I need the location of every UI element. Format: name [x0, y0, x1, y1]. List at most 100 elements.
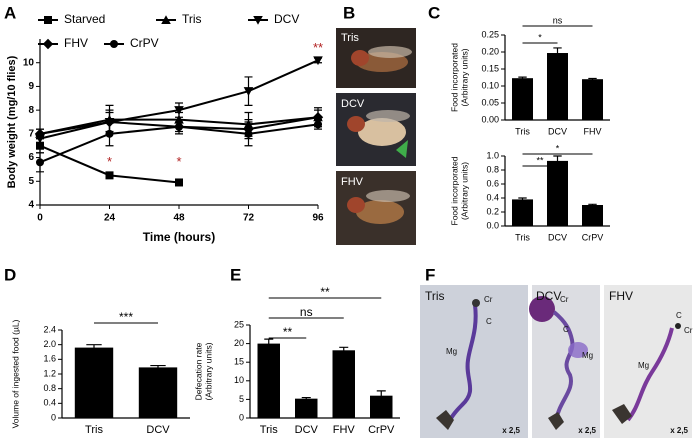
- y-tick-label: 10: [23, 57, 35, 68]
- y-tick-label: 0.4: [43, 398, 56, 408]
- y-tick-label: 0.20: [481, 46, 499, 56]
- y-tick-label: 1.6: [43, 354, 56, 364]
- x-tick-label: 48: [173, 213, 185, 224]
- y-tick-label: 7: [28, 128, 34, 139]
- marker: [174, 106, 184, 115]
- photo: FHV C Cr Mg x 2,5: [604, 285, 693, 438]
- legend-marker: [110, 40, 118, 48]
- legend-label: DCV: [274, 12, 299, 26]
- y-tick-label: 9: [28, 81, 34, 92]
- significance-label: *: [538, 32, 542, 42]
- y-tick-label: 15: [234, 357, 244, 367]
- x-tick-label: FHV: [584, 126, 602, 136]
- y-tick-label: 0: [51, 412, 56, 422]
- bar: [370, 395, 393, 418]
- x-tick-label: DCV: [295, 424, 319, 436]
- annotation: **: [313, 40, 323, 55]
- y-tick-label: 25: [234, 319, 244, 329]
- photo-caption: FHV: [341, 176, 364, 188]
- y-tick-label: 10: [234, 375, 244, 385]
- y-tick-label: 1.0: [486, 150, 499, 160]
- marker: [105, 171, 114, 180]
- y-axis-label: Food incorporated: [449, 43, 459, 112]
- x-tick-label: FHV: [333, 424, 356, 436]
- y-tick-label: 0.8: [43, 383, 56, 393]
- part-label: Mg: [582, 351, 593, 360]
- y-axis-label: (Arbitrary units): [459, 162, 469, 220]
- y-axis-label: (Arbitrary units): [459, 48, 469, 106]
- y-tick-label: 0.4: [486, 192, 499, 202]
- legend-label: Tris: [182, 12, 202, 26]
- x-tick-label: 96: [312, 213, 324, 224]
- y-tick-label: 0.05: [481, 97, 499, 107]
- bar: [257, 343, 280, 418]
- marker: [175, 178, 183, 187]
- y-tick-label: 0: [239, 412, 244, 422]
- annotation: *: [107, 154, 112, 169]
- bar: [74, 347, 114, 418]
- y-tick-label: 5: [28, 176, 34, 187]
- y-axis-label: (Arbitrary units): [203, 342, 213, 400]
- part-label: Cr: [560, 295, 569, 304]
- y-tick-label: 0.8: [486, 164, 499, 174]
- bar: [547, 53, 568, 120]
- marker: [243, 87, 254, 96]
- y-axis-label: Defecation rate: [193, 342, 203, 400]
- annotation: *: [176, 154, 181, 169]
- y-tick-label: 0.25: [481, 29, 499, 39]
- bar: [295, 398, 318, 418]
- y-tick-label: 0.6: [486, 178, 499, 188]
- bar: [138, 367, 178, 418]
- legend-label: CrPV: [130, 36, 159, 50]
- significance-label: **: [320, 285, 330, 299]
- x-tick-label: 0: [37, 213, 43, 224]
- bar: [547, 160, 568, 226]
- photo: Tris: [336, 28, 416, 88]
- significance-label: **: [283, 325, 293, 339]
- photo-caption: DCV: [536, 289, 561, 303]
- y-axis-label: Volume of ingested food (µL): [10, 319, 20, 428]
- significance-label: *: [556, 143, 560, 153]
- part-label: C: [676, 311, 682, 320]
- significance-label: **: [536, 155, 544, 165]
- photo-caption: DCV: [341, 98, 365, 110]
- part-label: Cr: [684, 326, 693, 335]
- y-tick-label: 5: [239, 394, 244, 404]
- part-label: Mg: [638, 361, 649, 370]
- scale-label: x 2,5: [502, 426, 520, 435]
- marker: [105, 129, 114, 138]
- x-tick-label: DCV: [548, 126, 567, 136]
- y-tick-label: 8: [28, 105, 34, 116]
- y-tick-label: 0.10: [481, 80, 499, 90]
- y-tick-label: 0.15: [481, 63, 499, 73]
- panel-letter: B: [343, 3, 355, 22]
- scale-label: x 2,5: [670, 426, 688, 435]
- marker: [312, 112, 324, 123]
- marker: [36, 141, 44, 150]
- x-tick-label: Tris: [85, 424, 103, 436]
- x-tick-label: Tris: [515, 126, 530, 136]
- y-tick-label: 1.2: [43, 368, 56, 378]
- x-tick-label: CrPV: [368, 424, 395, 436]
- legend-label: Starved: [64, 12, 105, 26]
- x-tick-label: CrPV: [582, 232, 604, 242]
- panel-letter: A: [4, 3, 16, 22]
- x-tick-label: DCV: [548, 232, 567, 242]
- scale-label: x 2,5: [578, 426, 596, 435]
- y-tick-label: 0.2: [486, 206, 499, 216]
- y-tick-label: 2.0: [43, 339, 56, 349]
- photo: DCV Cr C Mg x 2,5: [529, 285, 600, 438]
- part-label: C: [486, 317, 492, 326]
- y-tick-label: 4: [28, 200, 34, 211]
- bar: [512, 78, 533, 120]
- x-tick-label: 24: [104, 213, 116, 224]
- x-tick-label: DCV: [146, 424, 170, 436]
- marker: [314, 120, 322, 129]
- panel-letter: C: [428, 3, 440, 22]
- bar: [582, 79, 603, 120]
- x-tick-label: Tris: [260, 424, 278, 436]
- panel-letter: D: [4, 265, 16, 284]
- significance-label: ***: [119, 310, 133, 324]
- legend-marker: [42, 38, 54, 50]
